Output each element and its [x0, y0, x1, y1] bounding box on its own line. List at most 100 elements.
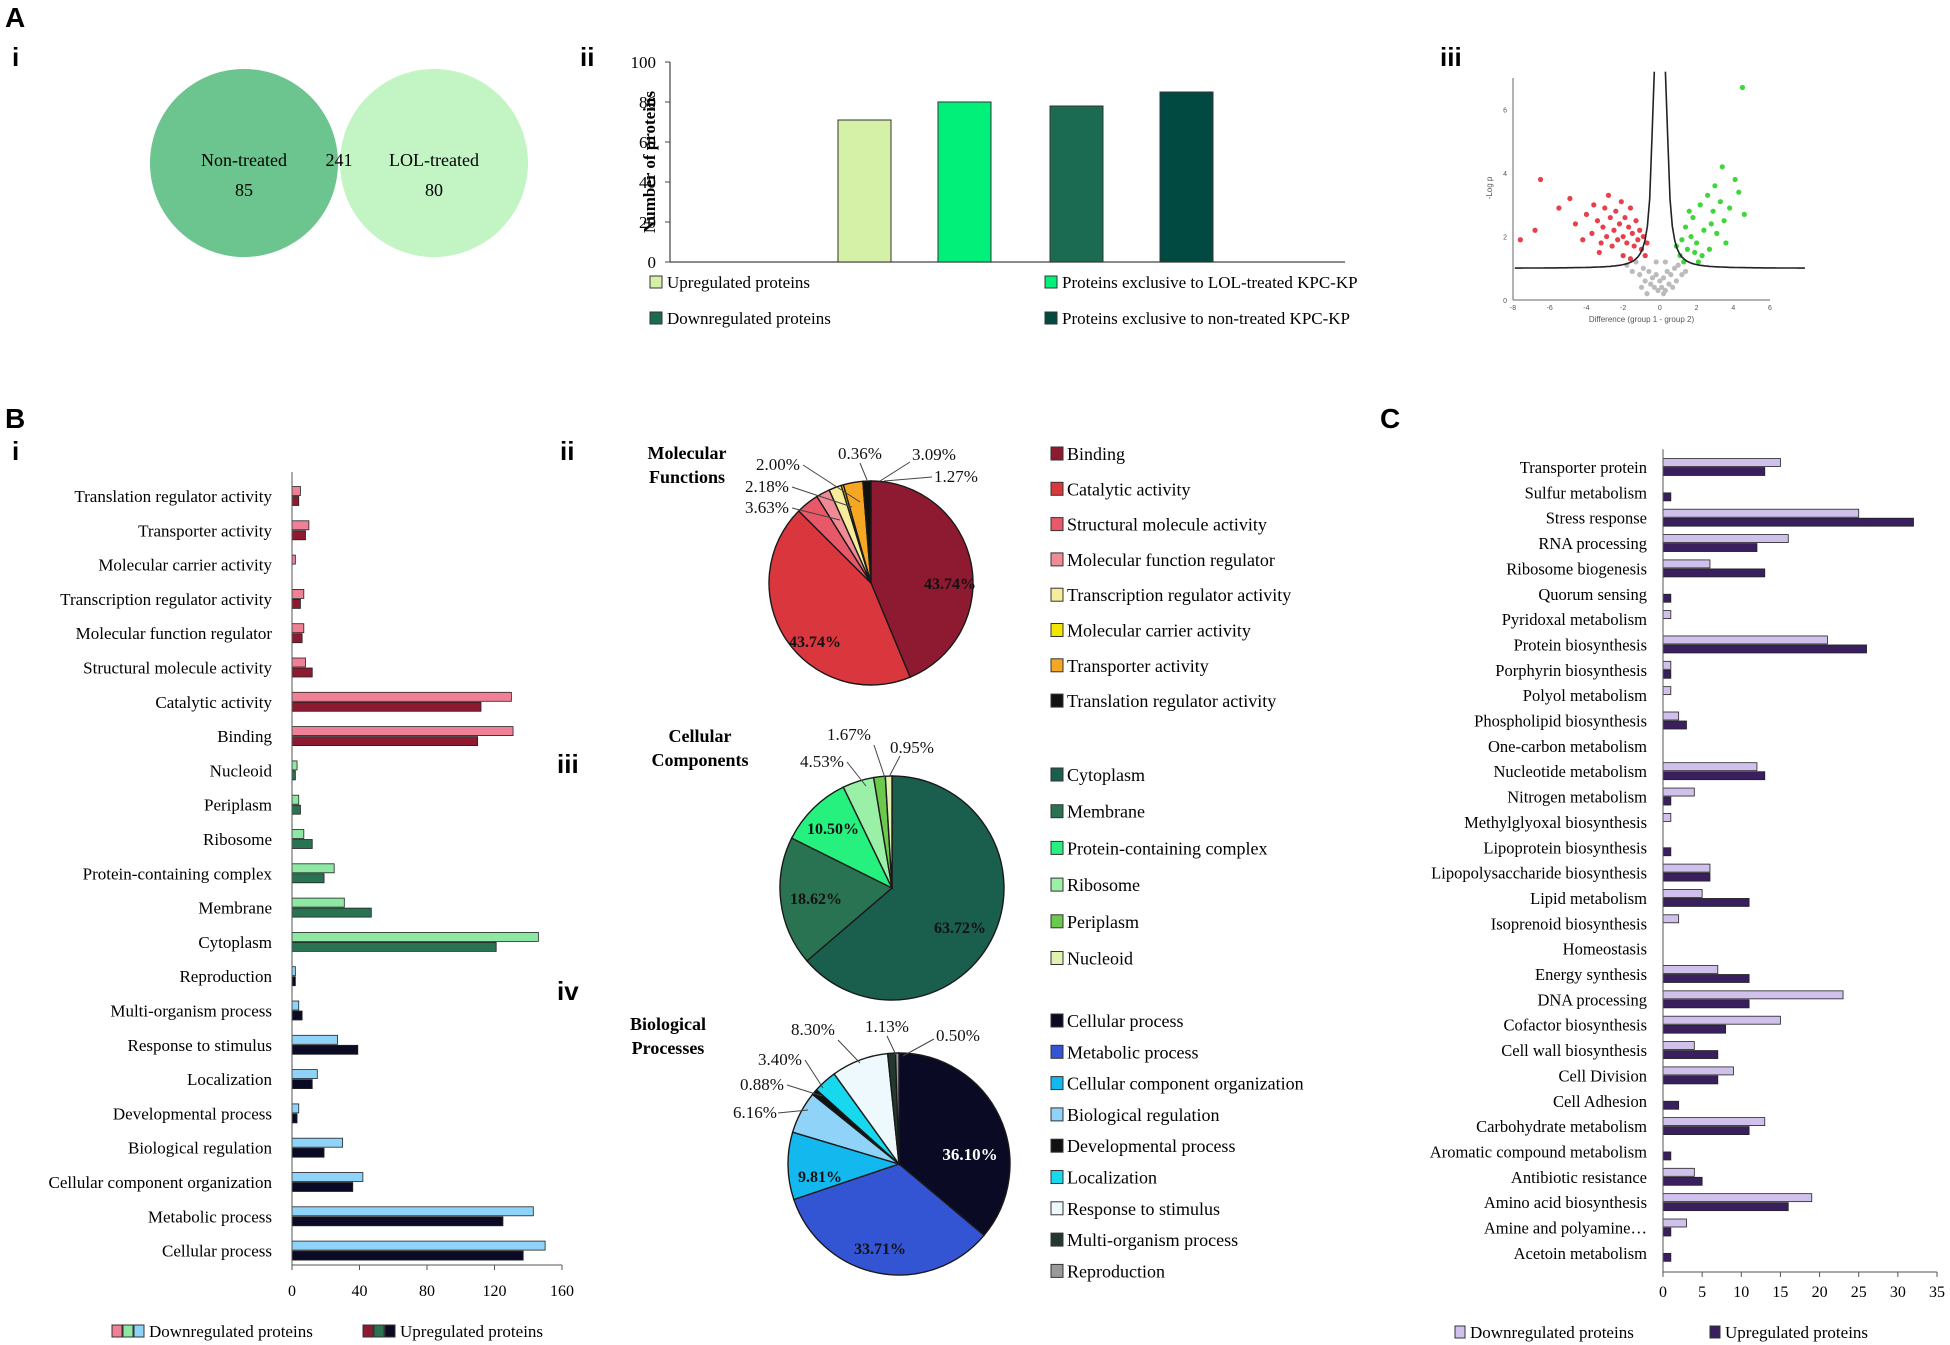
bar-down: [291, 794, 300, 805]
category-label: Molecular function regulator: [76, 624, 273, 643]
scatter-point: [1591, 202, 1597, 208]
bar-down: [1662, 762, 1758, 772]
bar-up: [1662, 1126, 1750, 1135]
category-label: Localization: [187, 1070, 272, 1089]
bar-down: [1662, 711, 1680, 721]
pie-label: 43.74%: [789, 634, 841, 651]
bar-down: [291, 1000, 300, 1011]
pie-slice-2: [792, 1163, 986, 1276]
legend-label: Molecular carrier activity: [1067, 621, 1251, 641]
scatter-point: [1532, 227, 1538, 233]
scatter-point: [1637, 227, 1643, 233]
category-label: Nitrogen metabolism: [1507, 788, 1647, 807]
bar-down: [291, 1069, 318, 1079]
scatter-point: [1648, 281, 1654, 287]
legend-swatch: [122, 1324, 134, 1338]
venn-intersection-count: 241: [326, 150, 353, 170]
pie-slice-6: [884, 775, 893, 889]
pie-label: 1.27%: [934, 467, 978, 486]
venn-left-count: 85: [235, 180, 253, 200]
bar-up: [291, 496, 300, 506]
x-tick-label: -2: [1620, 305, 1626, 312]
leader-line: [804, 1059, 824, 1089]
x-tick-label: 2: [1695, 305, 1699, 312]
category-label: Ribosome biogenesis: [1506, 559, 1647, 578]
x-tick-label: 10: [1733, 1284, 1749, 1301]
scatter-point: [1653, 272, 1659, 278]
bar-up: [1662, 1252, 1672, 1262]
y-tick-label: 6: [1503, 108, 1507, 115]
category-label: Lipopolysaccharide biosynthesis: [1431, 864, 1647, 883]
scatter-point: [1618, 199, 1624, 205]
bar-4: [1159, 91, 1214, 263]
leader-line: [879, 461, 911, 482]
legend-swatch: [1050, 804, 1064, 819]
scatter-point: [1710, 208, 1716, 214]
leader-line: [886, 1035, 897, 1056]
legend-swatch: [1050, 914, 1064, 929]
bar-1: [837, 119, 892, 263]
legend-swatch: [1050, 623, 1064, 637]
volcano-plot: -8 -6 -4 -2 0 2 4 6 0 2 4 6 Difference (group 1 - gr…: [1485, 71, 1805, 324]
legend-label: Downregulated proteins: [667, 309, 831, 328]
category-label: Cytoplasm: [198, 933, 272, 952]
scatter-point: [1637, 272, 1643, 278]
legend-label: Reproduction: [1067, 1261, 1165, 1281]
scatter-point: [1607, 214, 1613, 221]
bar-down: [1662, 508, 1860, 518]
leader-line: [883, 476, 933, 482]
legend-label: Biological regulation: [1067, 1105, 1219, 1125]
legend-swatch: [384, 1324, 396, 1338]
bar-up: [291, 701, 482, 712]
x-tick-label: 35: [1929, 1284, 1945, 1301]
legend-label: Transcription regulator activity: [1067, 585, 1291, 605]
category-label: Membrane: [198, 899, 272, 918]
bar-up: [1662, 669, 1672, 679]
bar-up: [291, 599, 301, 609]
bar-up: [1662, 898, 1750, 907]
bar-up: [1662, 720, 1687, 730]
pie-label: 0.50%: [936, 1026, 980, 1045]
scatter-point: [1692, 249, 1698, 256]
pie-label: 8.30%: [791, 1020, 835, 1039]
scatter-point: [1629, 230, 1635, 236]
category-label: Methylglyoxal biosynthesis: [1464, 813, 1647, 832]
bar-down: [291, 897, 345, 908]
category-label: Transcription regulator activity: [60, 590, 272, 609]
bar-down: [1662, 1117, 1766, 1126]
bar-up: [291, 736, 479, 746]
bar-3: [1049, 105, 1104, 263]
bar-down: [1662, 610, 1672, 619]
scatter-point: [1682, 268, 1689, 275]
legend-swatch: [1454, 1325, 1466, 1339]
scatter-point: [1627, 256, 1634, 262]
bar-down: [291, 1240, 546, 1251]
pie-label: 10.50%: [807, 821, 859, 838]
category-label: Nucleotide metabolism: [1493, 762, 1647, 781]
leader-line: [837, 1039, 861, 1064]
bar-up: [291, 942, 497, 952]
legend-swatch: [1050, 951, 1064, 965]
y-tick-label: 40: [639, 173, 656, 192]
bar-down: [1662, 1066, 1734, 1076]
legend-swatch: [1050, 587, 1064, 602]
legend-swatch: [1050, 1013, 1064, 1028]
category-label: Nucleoid: [210, 761, 273, 780]
x-tick-label: 0: [1659, 1284, 1667, 1301]
scatter-point: [1701, 227, 1707, 233]
bar-up: [1662, 1050, 1719, 1059]
bar-up: [291, 1079, 313, 1089]
scatter-point: [1706, 246, 1713, 252]
x-tick-label: 0: [1658, 305, 1662, 312]
bar-down: [1662, 863, 1711, 873]
pie-label: 3.63%: [745, 498, 789, 517]
category-label: Amino acid biosynthesis: [1484, 1193, 1647, 1212]
bar-up: [1662, 1075, 1719, 1085]
bar-up: [291, 1250, 524, 1261]
pie-label: 63.72%: [934, 920, 986, 937]
bar-up: [1662, 1151, 1672, 1161]
scatter-point: [1627, 205, 1634, 211]
y-tick-label: 0: [1503, 298, 1507, 305]
scatter-point: [1600, 224, 1606, 230]
bar-up: [1662, 796, 1672, 806]
